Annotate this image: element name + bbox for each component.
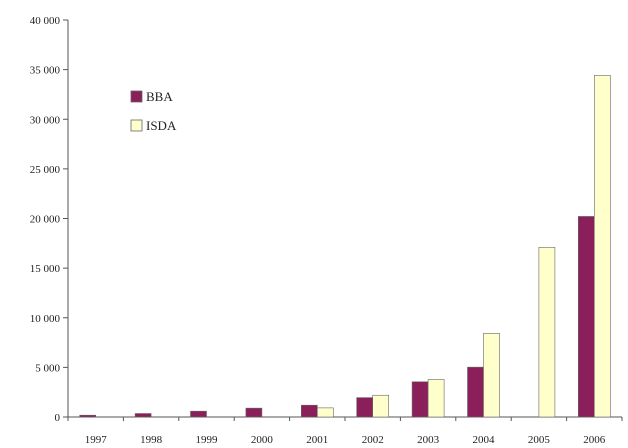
bar-bba-1997: [79, 414, 96, 418]
legend: BBA ISDA: [130, 89, 177, 133]
y-tick-label: 5 000: [35, 362, 60, 374]
bar-bba-2004: [467, 366, 484, 418]
legend-swatch-isda: [130, 119, 143, 132]
x-tick-label: 2001: [306, 434, 328, 446]
x-tick-label: 2005: [528, 434, 551, 446]
y-tick-label: 15 000: [30, 263, 61, 275]
y-tick-label: 25 000: [30, 164, 61, 176]
x-tick-label: 2003: [417, 434, 440, 446]
x-tick-label: 2004: [473, 434, 496, 446]
y-tick-label: 30 000: [30, 114, 61, 126]
bar-isda-2003: [427, 379, 445, 418]
y-tick-label: 20 000: [30, 214, 61, 226]
bars: [79, 75, 611, 418]
y-tick-label: 10 000: [30, 313, 61, 325]
bar-bba-2001: [300, 404, 318, 418]
legend-label-bba: BBA: [146, 89, 173, 104]
y-axis: 0 5 000 10 000 15 000 20 000 25 000 30 000 35 0…: [30, 15, 69, 424]
legend-label-isda: ISDA: [146, 118, 177, 133]
bar-bba-1999: [190, 410, 207, 418]
bar-isda-2004: [483, 333, 500, 418]
bar-bba-1998: [134, 413, 152, 418]
x-axis: 1997 1998 1999 2000 2001 2002 2003 2004 2005 2006: [67, 416, 623, 446]
y-tick-label: 35 000: [30, 65, 61, 77]
x-tick-label: 1998: [140, 434, 163, 446]
bar-isda-2005: [538, 247, 556, 418]
bar-bba-2003: [411, 381, 429, 418]
bar-isda-2001: [316, 407, 334, 418]
bar-bba-2002: [356, 397, 374, 418]
legend-swatch-bba: [130, 90, 143, 103]
bar-bba-2006: [577, 216, 595, 418]
bar-bba-2000: [245, 407, 263, 418]
x-tick-label: 1999: [196, 434, 219, 446]
x-tick-label: 1997: [85, 434, 108, 446]
y-tick-label: 40 000: [30, 15, 61, 27]
x-tick-label: 2000: [251, 434, 274, 446]
bar-isda-2006: [593, 75, 611, 418]
bar-isda-2002: [372, 394, 390, 418]
x-tick-label: 2006: [583, 434, 606, 446]
y-tick-label: 0: [55, 412, 61, 424]
x-tick-label: 2002: [362, 434, 384, 446]
